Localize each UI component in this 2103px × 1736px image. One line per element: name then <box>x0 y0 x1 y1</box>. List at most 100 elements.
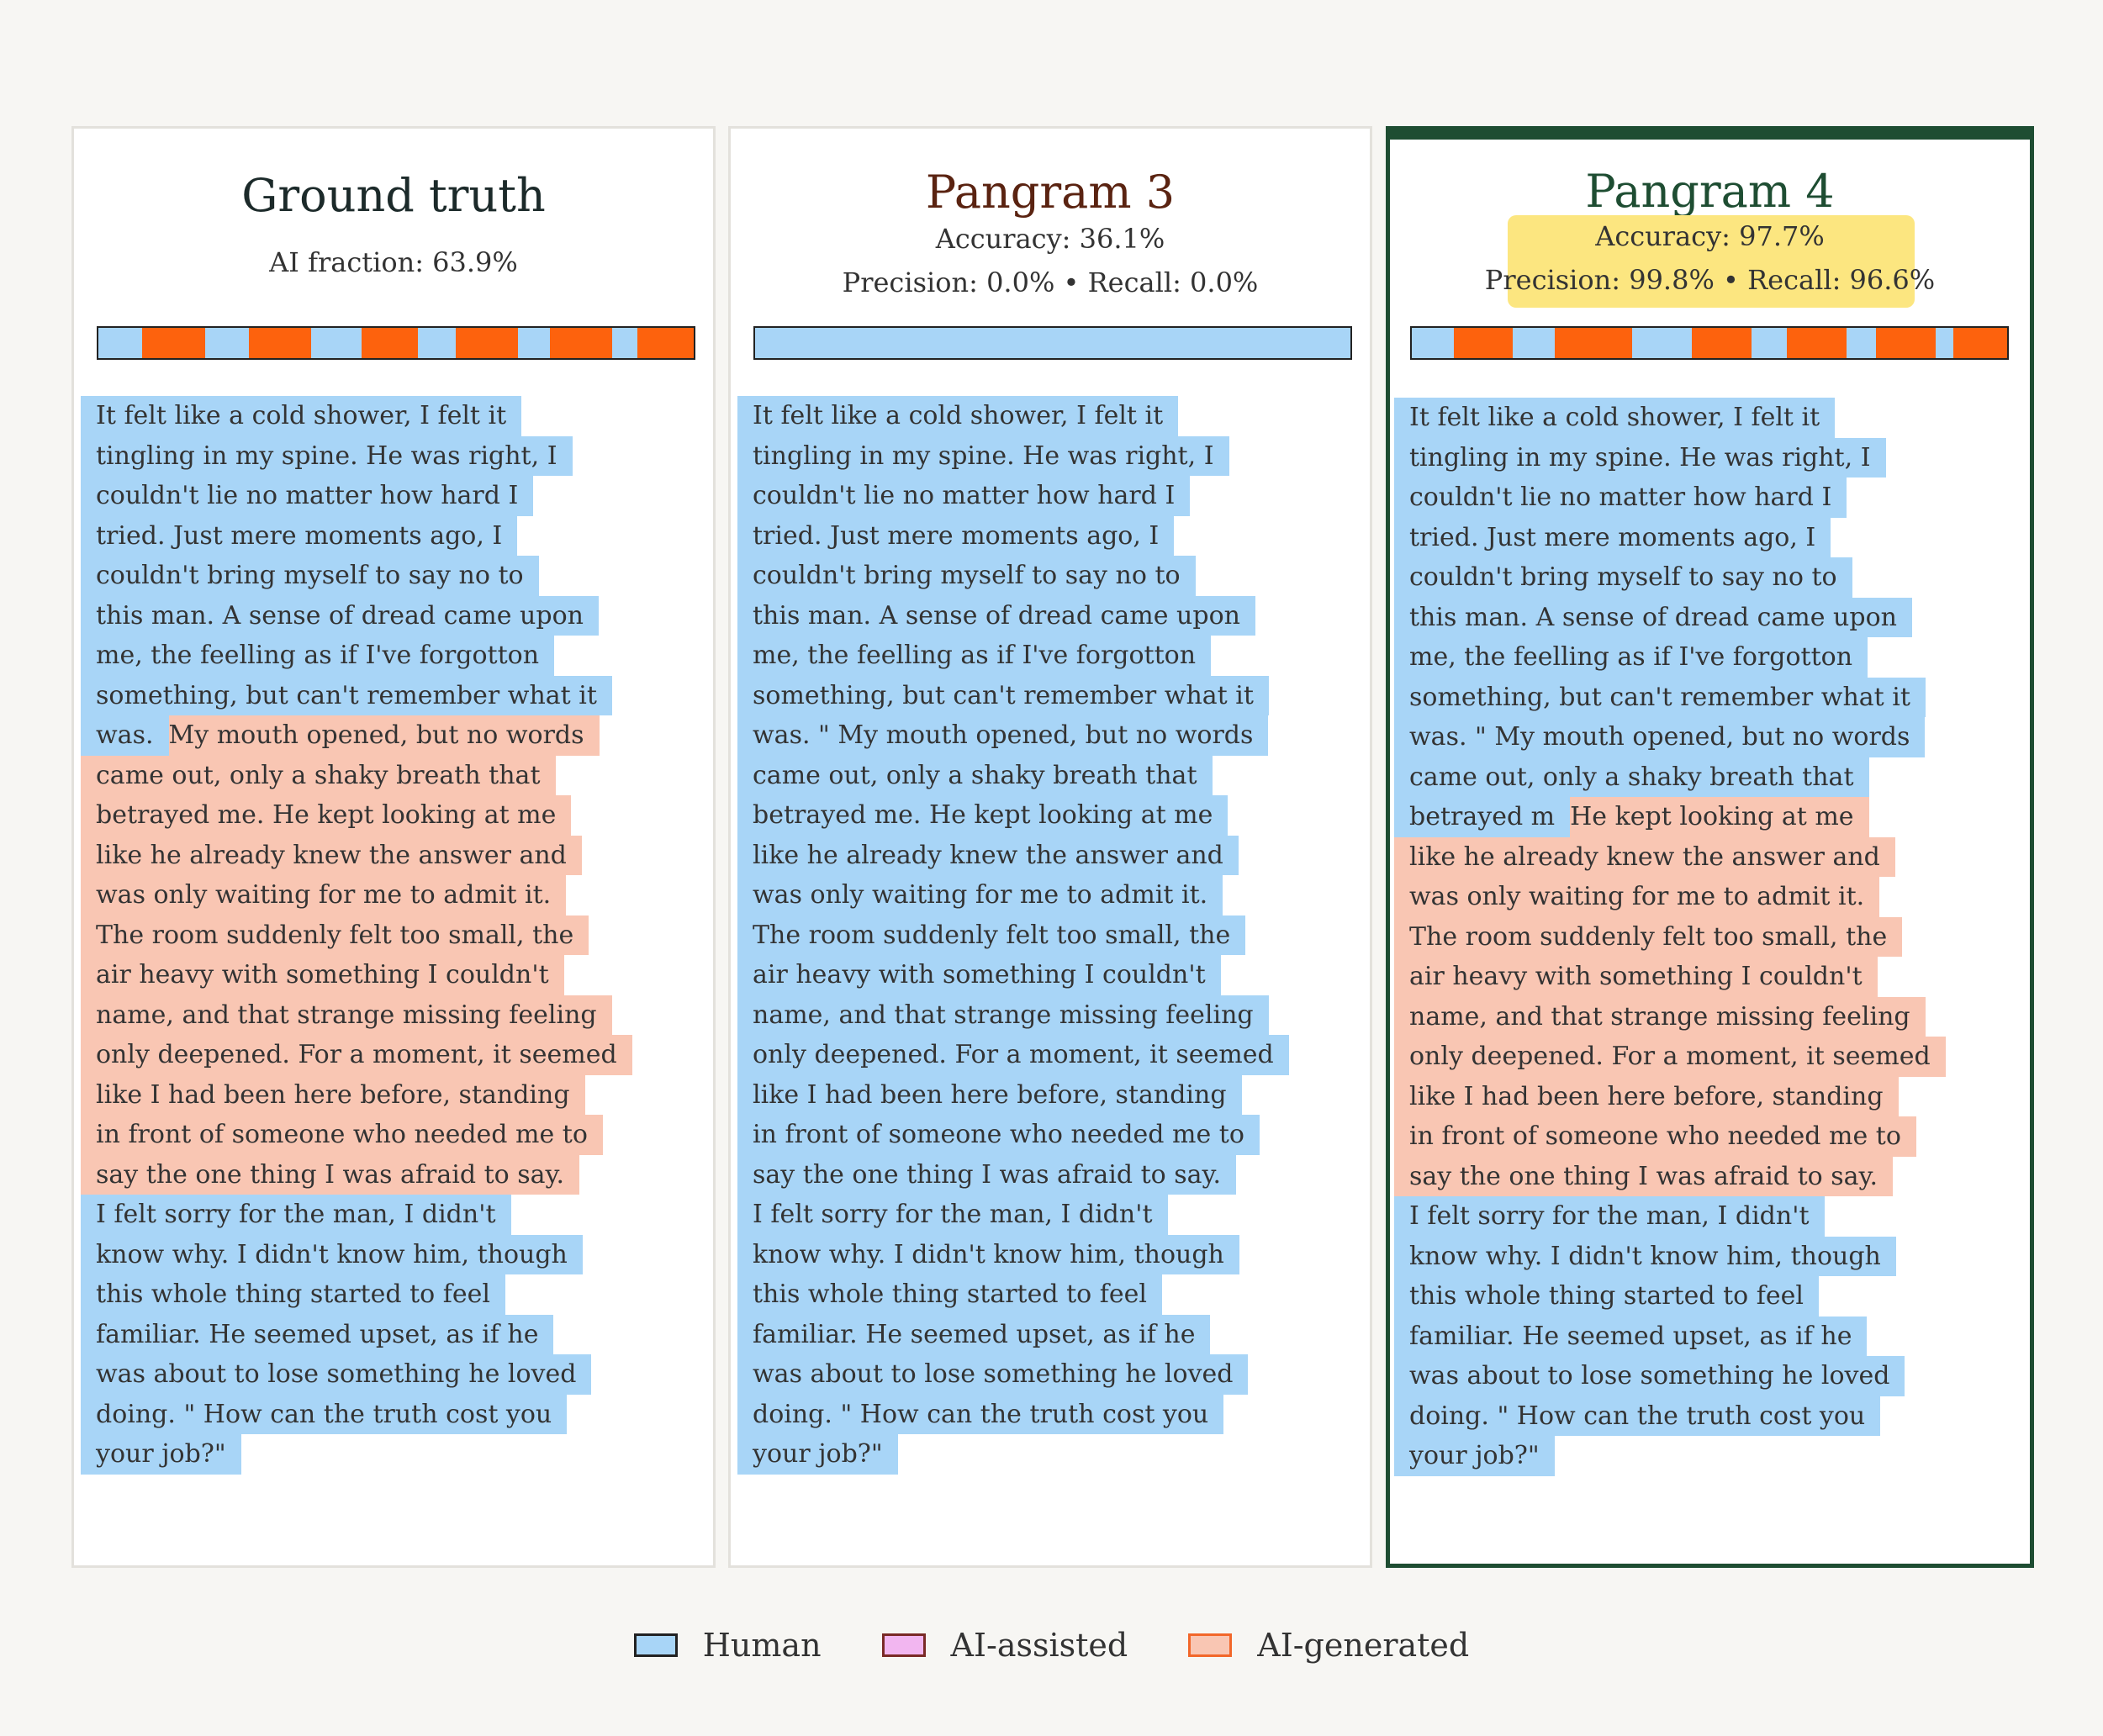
human-span: doing. " How can the truth cost you <box>81 1394 568 1434</box>
text-line: It felt like a cold shower, I felt it <box>1394 398 1946 438</box>
human-span: familiar. He seemed upset, as if he <box>737 1314 1211 1354</box>
legend-label: Human <box>702 1627 822 1664</box>
text-line: like he already knew the answer and <box>81 835 632 875</box>
human-span: couldn't lie no matter how hard I <box>737 476 1191 516</box>
human-span: came out, only a shaky breath that <box>1394 757 1869 797</box>
panel-ground-truth: Ground truth AI fraction: 63.9% It felt … <box>71 126 716 1568</box>
human-span: me, the feelling as if I've forgotton <box>1394 637 1868 678</box>
human-span: I felt sorry for the man, I didn't <box>81 1195 511 1235</box>
legend-swatch <box>881 1633 926 1657</box>
text-line: say the one thing I was afraid to say. <box>1394 1156 1946 1196</box>
human-span: something, but can't remember what it <box>81 675 612 715</box>
text-line: betrayed m He kept looking at me <box>1394 797 1946 837</box>
human-span: me, the feelling as if I've forgotton <box>737 636 1212 676</box>
human-span: couldn't bring myself to say no to <box>81 556 539 596</box>
human-span: this whole thing started to feel <box>81 1274 505 1315</box>
metrics-highlight-box <box>1508 215 1915 308</box>
ai-generated-span: like he already knew the answer and <box>1394 836 1895 877</box>
ai-generated-span: My mouth opened, but no words <box>168 715 600 756</box>
ai-generated-span: The room suddenly felt too small, the <box>1394 916 1903 957</box>
precision-recall-metric: Precision: 0.0% • Recall: 0.0% <box>842 266 1259 298</box>
bar-segment-ai <box>1554 328 1632 358</box>
bar-segment-human <box>1936 328 1954 358</box>
ai-generated-span: like I had been here before, standing <box>81 1074 585 1115</box>
text-line: couldn't lie no matter how hard I <box>1394 478 1946 518</box>
text-line: couldn't bring myself to say no to <box>81 556 632 596</box>
text-line: this man. A sense of dread came upon <box>81 595 632 636</box>
human-span: tried. Just mere moments ago, I <box>737 515 1175 556</box>
text-line: was only waiting for me to admit it. <box>81 875 632 915</box>
ai-generated-span: only deepened. For a moment, it seemed <box>81 1035 632 1075</box>
text-line: doing. " How can the truth cost you <box>1394 1396 1946 1436</box>
human-span: tried. Just mere moments ago, I <box>1394 517 1831 557</box>
legend-label: AI-generated <box>1257 1627 1470 1664</box>
human-span: something, but can't remember what it <box>1394 677 1926 717</box>
legend-swatch <box>633 1633 678 1657</box>
ai-generated-span: in front of someone who needed me to <box>1394 1116 1916 1157</box>
legend-item-ai-generated: AI-generated <box>1188 1627 1469 1664</box>
ai-generated-span: air heavy with something I couldn't <box>1394 957 1878 997</box>
human-span: something, but can't remember what it <box>737 675 1269 715</box>
text-line: name, and that strange missing feeling <box>81 995 632 1035</box>
text-line: familiar. He seemed upset, as if he <box>81 1314 632 1354</box>
bar-segment-ai <box>637 328 694 358</box>
panel-title: Pangram 3 <box>925 166 1176 219</box>
text-line: air heavy with something I couldn't <box>1394 957 1946 997</box>
text-line: only deepened. For a moment, it seemed <box>737 1035 1289 1075</box>
ai-generated-span: betrayed me. He kept looking at me <box>81 795 572 836</box>
bar-segment-ai <box>549 328 613 358</box>
human-span: It felt like a cold shower, I felt it <box>737 396 1179 436</box>
human-span: name, and that strange missing feeling <box>737 995 1269 1035</box>
text-line: doing. " How can the truth cost you <box>737 1394 1289 1434</box>
human-span: couldn't bring myself to say no to <box>1394 557 1852 598</box>
bar-segment-ai <box>1787 328 1847 358</box>
human-span: It felt like a cold shower, I felt it <box>1394 398 1836 438</box>
text-line: air heavy with something I couldn't <box>737 955 1289 995</box>
text-line: tried. Just mere moments ago, I <box>737 515 1289 556</box>
text-line: was about to lose something he loved <box>737 1354 1289 1395</box>
human-span: tingling in my spine. He was right, I <box>1394 437 1886 478</box>
accuracy-metric: Accuracy: 97.7% <box>1595 220 1825 252</box>
text-line: was only waiting for me to admit it. <box>1394 877 1946 917</box>
text-line: name, and that strange missing feeling <box>737 995 1289 1035</box>
ai-generated-span: like I had been here before, standing <box>1394 1076 1899 1116</box>
human-span: came out, only a shaky breath that <box>737 755 1213 795</box>
human-span: say the one thing I was afraid to say. <box>737 1154 1237 1195</box>
human-span: know why. I didn't know him, though <box>737 1234 1239 1274</box>
bar-segment-ai <box>142 328 205 358</box>
bar-segment-human <box>1513 328 1555 358</box>
text-line: this man. A sense of dread came upon <box>1394 597 1946 637</box>
text-line: like he already knew the answer and <box>1394 836 1946 877</box>
segment-bar <box>753 326 1352 360</box>
text-passage: It felt like a cold shower, I felt it tin… <box>1394 398 1946 1476</box>
human-span: It felt like a cold shower, I felt it <box>81 396 522 436</box>
ai-generated-span: name, and that strange missing feeling <box>1394 996 1926 1037</box>
text-line: something, but can't remember what it <box>1394 677 1946 717</box>
legend-label: AI-assisted <box>950 1627 1128 1664</box>
text-line: something, but can't remember what it <box>81 675 632 715</box>
bar-segment-human <box>204 328 249 358</box>
human-span: was about to lose something he loved <box>737 1354 1249 1395</box>
ai-generated-span: He kept looking at me <box>1570 797 1869 837</box>
text-line: was about to lose something he loved <box>81 1354 632 1395</box>
legend-swatch <box>1188 1633 1233 1657</box>
text-line: only deepened. For a moment, it seemed <box>81 1035 632 1075</box>
legend-item-human: Human <box>633 1627 822 1664</box>
human-span: tried. Just mere moments ago, I <box>81 515 518 556</box>
text-line: was only waiting for me to admit it. <box>737 875 1289 915</box>
human-span: this man. A sense of dread came upon <box>81 595 599 636</box>
human-span: couldn't bring myself to say no to <box>737 556 1196 596</box>
text-line: know why. I didn't know him, though <box>81 1234 632 1274</box>
human-span: like he already knew the answer and <box>737 835 1239 875</box>
human-span: was about to lose something he loved <box>1394 1356 1905 1396</box>
bar-segment-human <box>418 328 456 358</box>
text-line: name, and that strange missing feeling <box>1394 996 1946 1037</box>
panel-title: Pangram 4 <box>1585 165 1835 218</box>
human-span: in front of someone who needed me to <box>737 1115 1260 1155</box>
text-line: came out, only a shaky breath that <box>737 755 1289 795</box>
text-line: couldn't lie no matter how hard I <box>81 476 632 516</box>
text-line: couldn't bring myself to say no to <box>1394 557 1946 598</box>
human-span: betrayed m <box>1394 797 1571 837</box>
text-line: familiar. He seemed upset, as if he <box>737 1314 1289 1354</box>
human-span: was. " My mouth opened, but no words <box>1394 717 1926 757</box>
